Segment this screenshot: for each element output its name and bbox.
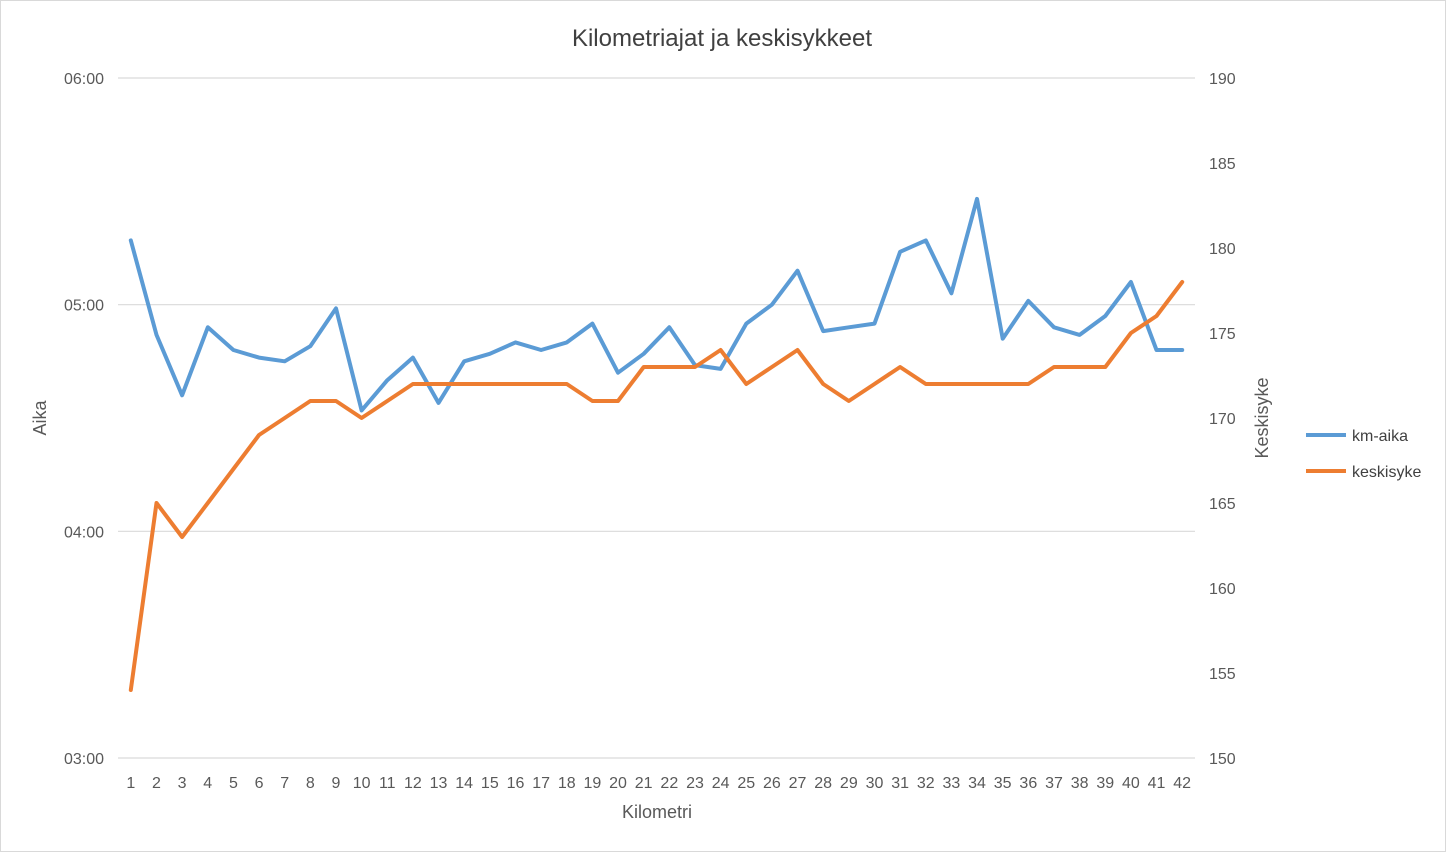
chart-title: Kilometriajat ja keskisykkeet: [572, 25, 872, 52]
x-tick-label: 2: [152, 775, 161, 792]
right-tick-label: 185: [1209, 156, 1236, 173]
x-tick-label: 26: [763, 775, 781, 792]
right-tick-label: 155: [1209, 666, 1236, 683]
x-tick-label: 14: [455, 775, 473, 792]
legend-label: km-aika: [1352, 428, 1408, 445]
legend: km-aika keskisyke: [1306, 428, 1421, 481]
x-tick-label: 36: [1019, 775, 1037, 792]
x-tick-label: 28: [814, 775, 832, 792]
x-tick-label: 35: [994, 775, 1012, 792]
x-tick-label: 18: [558, 775, 576, 792]
x-tick-label: 13: [430, 775, 448, 792]
x-tick-label: 32: [917, 775, 935, 792]
x-tick-label: 7: [280, 775, 289, 792]
x-axis-title: Kilometri: [622, 802, 692, 822]
x-tick-label: 34: [968, 775, 986, 792]
right-axis-title: Keskisyke: [1252, 377, 1272, 458]
right-tick-label: 190: [1209, 71, 1236, 88]
x-tick-label: 21: [635, 775, 653, 792]
left-axis-title: Aika: [30, 400, 50, 436]
x-tick-label: 38: [1071, 775, 1089, 792]
x-tick-label: 27: [789, 775, 807, 792]
series-layer: [128, 196, 1185, 692]
left-tick-label: 03:00: [64, 751, 104, 768]
x-tick-label: 19: [583, 775, 601, 792]
x-tick-label: 5: [229, 775, 238, 792]
x-tick-label: 8: [306, 775, 315, 792]
right-tick-label: 150: [1209, 751, 1236, 768]
series-line-km-aika: [128, 196, 1185, 413]
x-tick-label: 41: [1148, 775, 1166, 792]
x-axis-ticks: 1 2 3 4 5 6 7 8 9 10 11 12 13 14 15 16 17 18 19 20 21 22 23 24 2…: [126, 775, 1191, 792]
x-tick-label: 12: [404, 775, 422, 792]
left-tick-label: 05:00: [64, 298, 104, 315]
x-tick-label: 16: [507, 775, 525, 792]
right-tick-label: 165: [1209, 496, 1236, 513]
left-tick-label: 06:00: [64, 71, 104, 88]
x-tick-label: 40: [1122, 775, 1140, 792]
x-tick-label: 15: [481, 775, 499, 792]
x-tick-label: 11: [379, 775, 396, 792]
x-tick-label: 24: [712, 775, 730, 792]
left-axis-ticks: 03:00 04:00 05:00 06:00: [64, 71, 104, 768]
x-tick-label: 33: [942, 775, 960, 792]
right-tick-label: 160: [1209, 581, 1236, 598]
right-tick-label: 170: [1209, 411, 1236, 428]
x-tick-label: 30: [866, 775, 884, 792]
right-axis-ticks: 150 155 160 165 170 175 180 185 190: [1209, 71, 1236, 768]
left-tick-label: 04:00: [64, 524, 104, 541]
x-tick-label: 23: [686, 775, 704, 792]
x-tick-label: 9: [332, 775, 341, 792]
gridlines: [118, 77, 1195, 759]
x-tick-label: 1: [126, 775, 135, 792]
x-tick-label: 10: [353, 775, 371, 792]
legend-label: keskisyke: [1352, 464, 1421, 481]
x-tick-label: 25: [737, 775, 755, 792]
x-tick-label: 37: [1045, 775, 1063, 792]
x-tick-label: 29: [840, 775, 858, 792]
series-line-keskisyke: [128, 280, 1185, 692]
x-tick-label: 3: [178, 775, 187, 792]
x-tick-label: 39: [1096, 775, 1114, 792]
right-tick-label: 175: [1209, 326, 1236, 343]
right-tick-label: 180: [1209, 241, 1236, 258]
x-tick-label: 17: [532, 775, 550, 792]
x-tick-label: 42: [1173, 775, 1191, 792]
x-tick-label: 22: [660, 775, 678, 792]
x-tick-label: 31: [891, 775, 909, 792]
x-tick-label: 6: [255, 775, 264, 792]
x-tick-label: 4: [203, 775, 212, 792]
x-tick-label: 20: [609, 775, 627, 792]
